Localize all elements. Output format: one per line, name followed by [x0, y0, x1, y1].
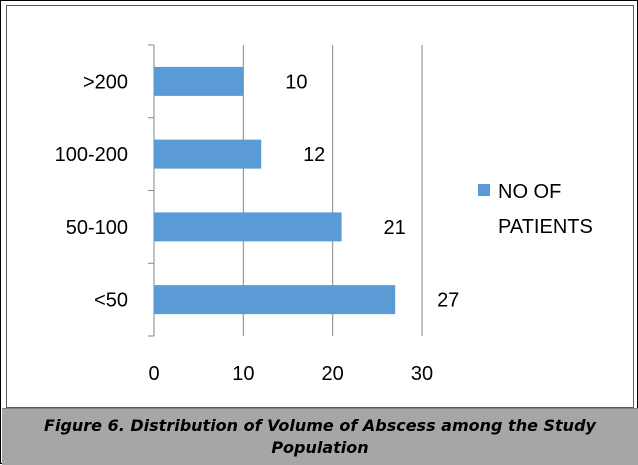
category-label: <50: [94, 290, 128, 312]
data-label: 21: [383, 217, 405, 239]
legend-label-line2: PATIENTS: [498, 216, 593, 238]
figure-caption-text: Figure 6. Distribution of Volume of Absc…: [44, 416, 596, 457]
category-label: 50-100: [66, 217, 128, 239]
category-label: 100-200: [55, 144, 128, 166]
bar: [154, 139, 262, 169]
bar: [154, 66, 244, 96]
data-label: 27: [437, 290, 459, 312]
x-tick-label: 0: [148, 363, 159, 385]
bar: [154, 212, 342, 242]
legend-swatch: [478, 184, 490, 196]
figure-caption: Figure 6. Distribution of Volume of Absc…: [2, 408, 638, 465]
x-tick-label: 10: [232, 363, 254, 385]
bar: [154, 285, 396, 315]
chart-area: [6, 5, 634, 408]
data-label: 10: [285, 71, 307, 93]
category-label: >200: [83, 71, 128, 93]
x-tick-label: 20: [322, 363, 344, 385]
legend-label-line1: NO OF: [498, 181, 561, 203]
x-tick-label: 30: [411, 363, 433, 385]
data-label: 12: [303, 144, 325, 166]
